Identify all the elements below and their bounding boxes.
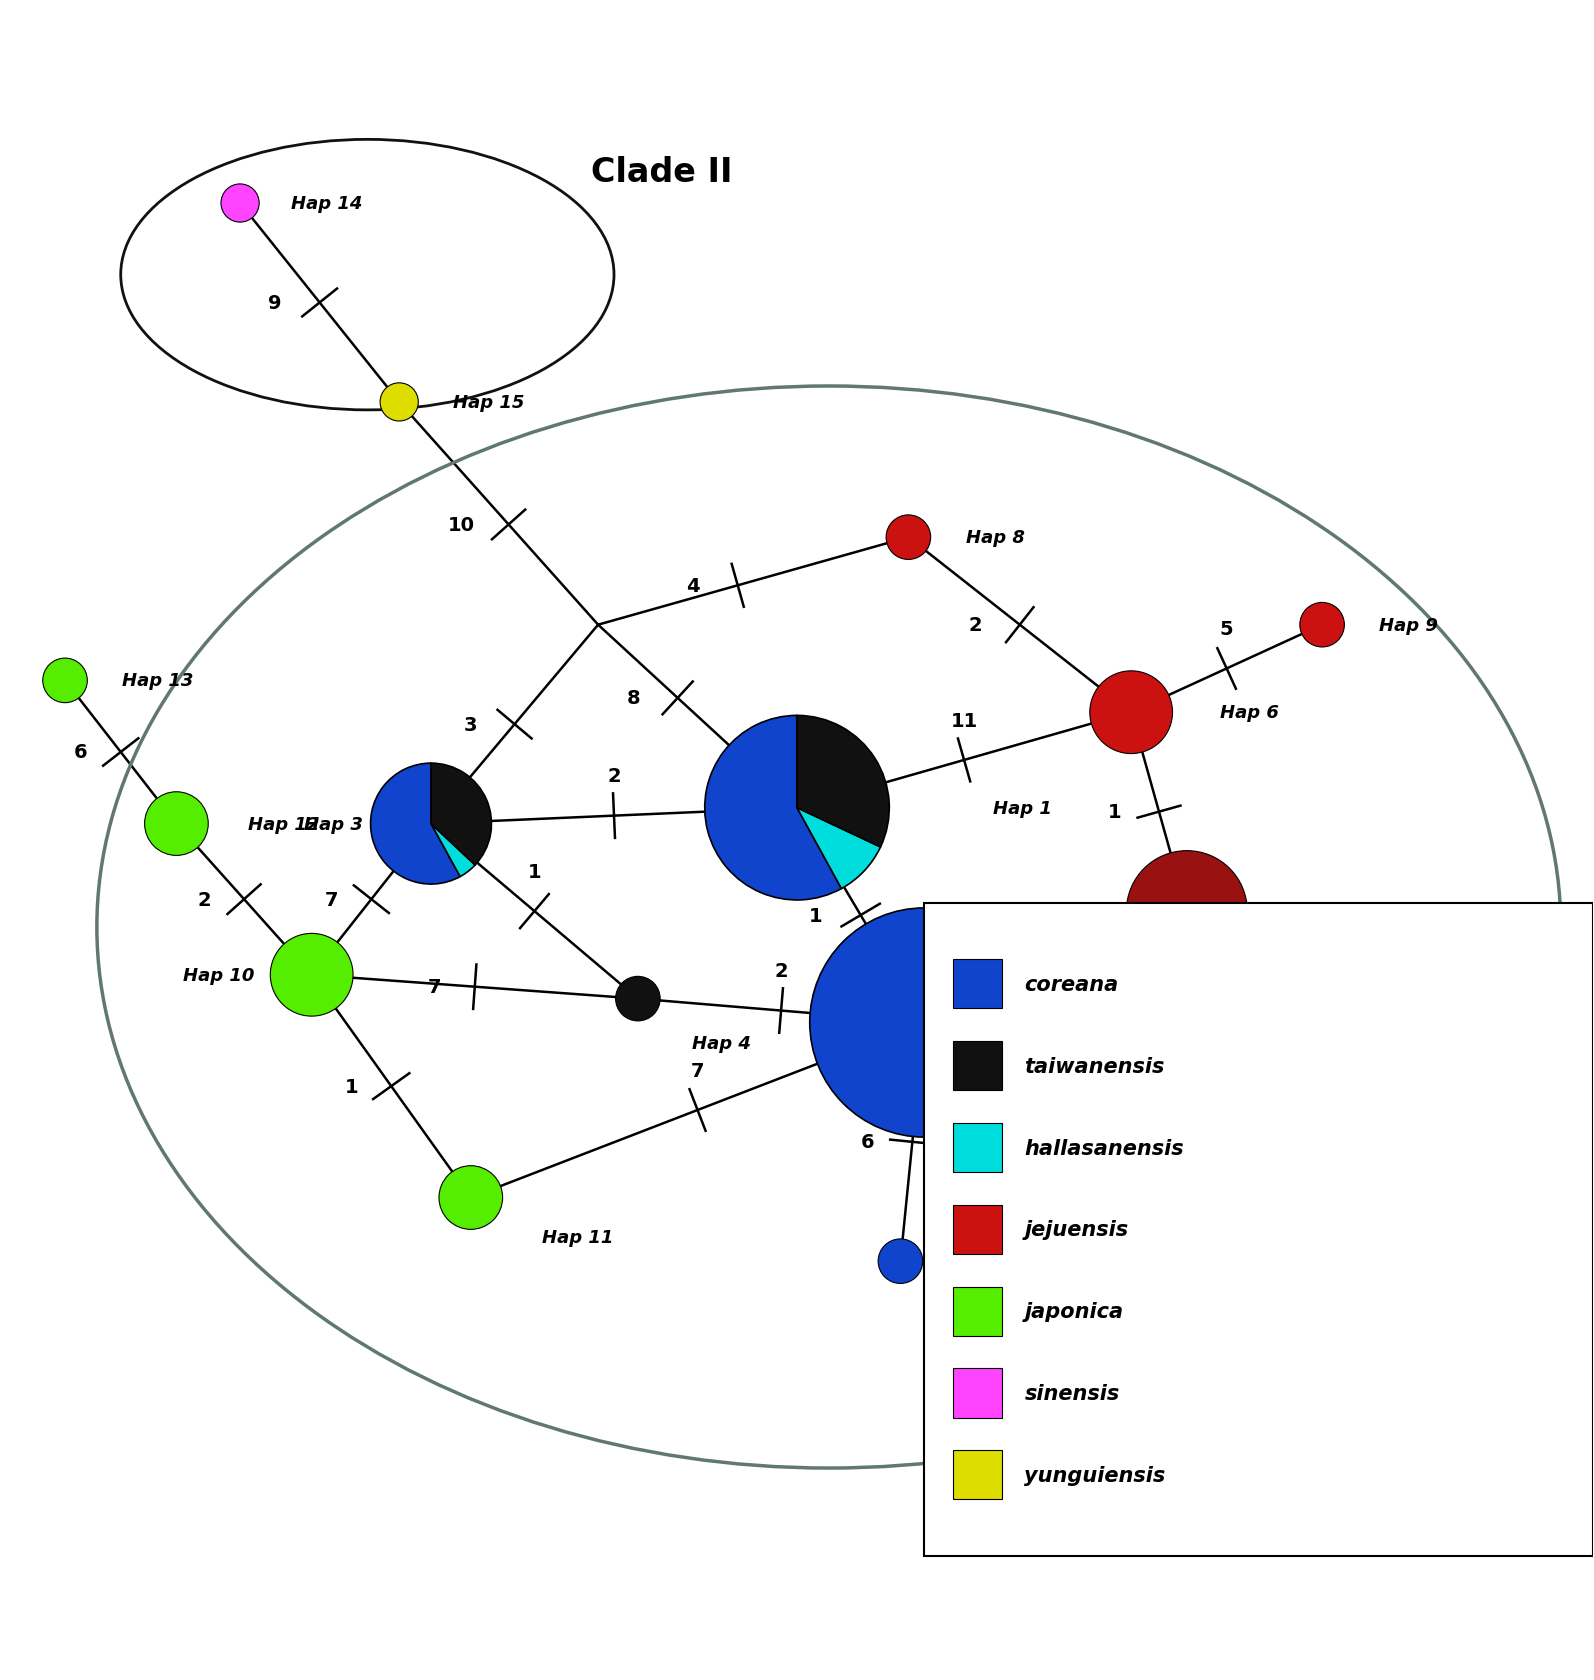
Text: Hap 12: Hap 12	[249, 815, 319, 833]
Text: Hap 9: Hap 9	[1379, 617, 1438, 635]
Circle shape	[1127, 852, 1248, 973]
Circle shape	[615, 976, 660, 1021]
Wedge shape	[705, 716, 842, 900]
Text: Hap 7: Hap 7	[1326, 902, 1385, 921]
Text: 7: 7	[690, 1062, 705, 1080]
Text: japonica: japonica	[1025, 1302, 1124, 1322]
Text: Hap 4: Hap 4	[692, 1035, 751, 1053]
Text: 9: 9	[268, 294, 282, 312]
Wedge shape	[925, 1023, 985, 1137]
Text: 2: 2	[198, 890, 210, 909]
Text: Hap 2: Hap 2	[1164, 1015, 1223, 1032]
Bar	[953, 1042, 1003, 1090]
Wedge shape	[370, 764, 461, 885]
Text: 7: 7	[325, 890, 338, 909]
Text: Hap 8: Hap 8	[966, 529, 1025, 548]
Text: 2: 2	[607, 766, 620, 786]
Text: Clade II: Clade II	[591, 156, 733, 188]
Text: Hap 14: Hap 14	[292, 195, 362, 213]
Bar	[953, 1205, 1003, 1255]
Text: 4: 4	[687, 576, 700, 595]
Circle shape	[438, 1166, 502, 1230]
Text: Hap 5: Hap 5	[958, 1252, 1017, 1270]
Wedge shape	[430, 825, 475, 877]
Text: Hap 3: Hap 3	[304, 815, 362, 833]
Text: 1: 1	[528, 862, 542, 882]
Text: Hap 15: Hap 15	[453, 393, 524, 412]
Bar	[953, 959, 1003, 1008]
Text: 3: 3	[464, 716, 477, 734]
Bar	[953, 1124, 1003, 1173]
Wedge shape	[430, 764, 491, 865]
Text: Hap 1: Hap 1	[993, 800, 1052, 816]
Text: Hap 6: Hap 6	[1221, 704, 1278, 722]
Text: Hap 10: Hap 10	[183, 966, 255, 984]
Circle shape	[1299, 603, 1344, 647]
Text: taiwanensis: taiwanensis	[1025, 1057, 1165, 1077]
Circle shape	[878, 1240, 923, 1284]
Text: hallasanensis: hallasanensis	[1025, 1137, 1184, 1158]
Text: Hap 13: Hap 13	[123, 672, 194, 690]
Text: 11: 11	[950, 711, 977, 731]
Circle shape	[379, 383, 418, 422]
Wedge shape	[797, 716, 889, 847]
Bar	[953, 1450, 1003, 1500]
Bar	[925, 904, 1592, 1556]
Text: 6: 6	[861, 1132, 875, 1152]
Circle shape	[886, 516, 931, 559]
Text: jejuensis: jejuensis	[1025, 1220, 1129, 1240]
Text: 1: 1	[810, 906, 823, 926]
Text: yunguiensis: yunguiensis	[1025, 1465, 1165, 1485]
Circle shape	[43, 659, 88, 704]
Text: 2: 2	[775, 961, 787, 981]
Text: Hap 11: Hap 11	[542, 1228, 614, 1247]
Text: 1: 1	[344, 1077, 359, 1095]
Text: 5: 5	[1219, 620, 1234, 638]
Wedge shape	[925, 909, 1039, 1119]
Circle shape	[222, 185, 260, 223]
Bar	[953, 1369, 1003, 1418]
Text: sinensis: sinensis	[1025, 1383, 1119, 1403]
Wedge shape	[797, 808, 880, 889]
Bar	[953, 1287, 1003, 1336]
Wedge shape	[810, 909, 925, 1137]
Text: 7: 7	[429, 978, 442, 996]
Circle shape	[145, 793, 209, 855]
Text: 2: 2	[969, 617, 982, 635]
Text: coreana: coreana	[1025, 974, 1119, 995]
Circle shape	[271, 934, 352, 1016]
Text: 10: 10	[448, 516, 475, 534]
Circle shape	[1090, 672, 1173, 754]
Text: 11: 11	[995, 958, 1022, 976]
Text: Clade I: Clade I	[1361, 1062, 1490, 1095]
Text: 8: 8	[626, 689, 639, 707]
Text: 6: 6	[75, 743, 88, 763]
Text: 1: 1	[1108, 803, 1121, 822]
